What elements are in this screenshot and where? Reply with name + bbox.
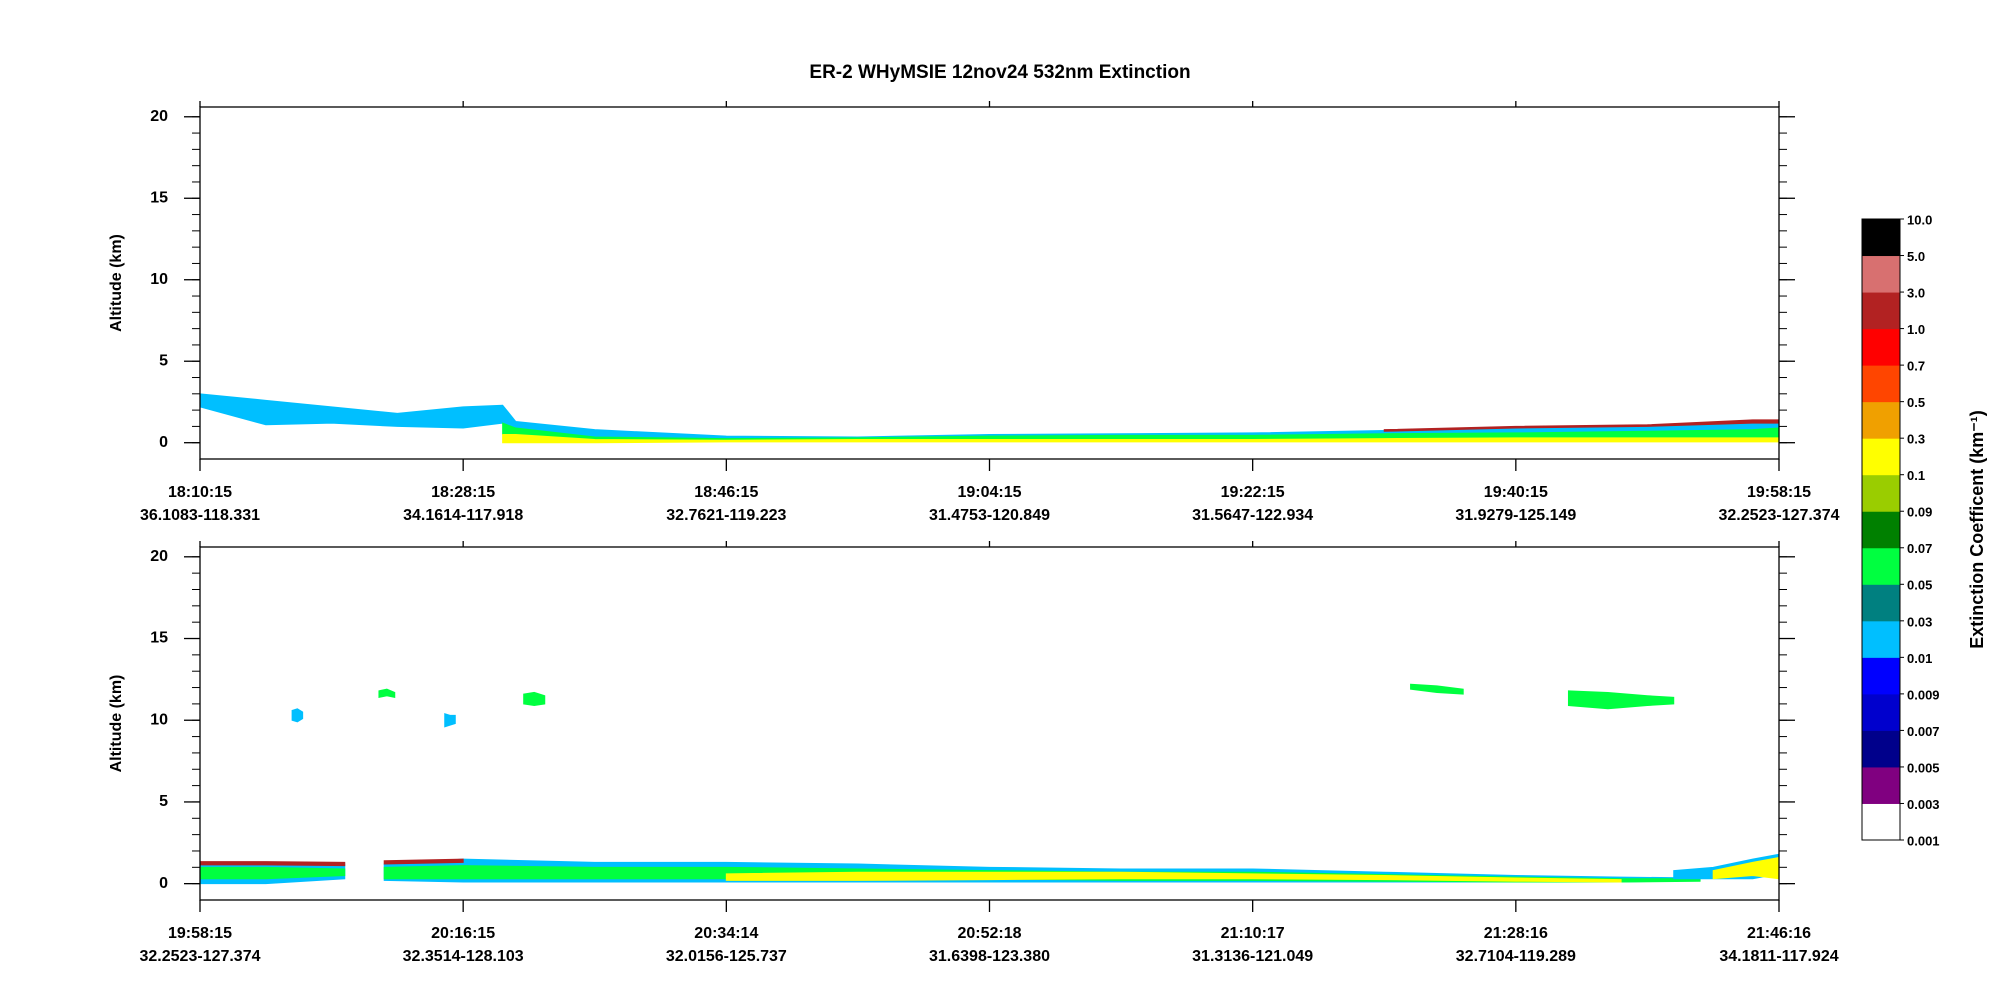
- colorbar-label: Extinction Coefficent (km⁻¹): [1967, 410, 1987, 649]
- x-tick-label: 19:58:15: [1747, 484, 1811, 501]
- colorbar-swatch: [1861, 766, 1901, 804]
- colorbar-swatch: [1861, 364, 1901, 403]
- y-tick-label: 5: [159, 352, 168, 369]
- x-tick-location: 32.2523-127.374: [140, 948, 261, 965]
- x-tick-location: 32.7621-119.223: [666, 507, 786, 524]
- colorbar-frame: [1861, 218, 1901, 841]
- x-tick-location: 34.1811-117.924: [1719, 948, 1838, 965]
- colorbar-tick-label: 0.1: [1907, 468, 1925, 483]
- colorbar-swatch: [1861, 620, 1901, 658]
- colorbar-swatch: [1861, 802, 1901, 841]
- colorbar-swatch: [1861, 437, 1901, 476]
- x-tick-location: 32.2523-127.374: [1719, 507, 1840, 524]
- extinction-layer: [523, 691, 546, 707]
- x-tick-location: 32.3514-128.103: [403, 948, 524, 965]
- chart-title: ER-2 WHyMSIE 12nov24 532nm Extinction: [809, 62, 1190, 83]
- plot-frame: [199, 546, 1780, 901]
- x-tick-label: 18:28:15: [431, 484, 495, 501]
- colorbar-swatch: [1861, 291, 1901, 330]
- extinction-layer: [725, 871, 1622, 883]
- colorbar-swatch: [1861, 510, 1901, 549]
- colorbar-swatch: [1861, 474, 1901, 512]
- extinction-layer: [199, 393, 1780, 440]
- colorbar-tick-label: 0.009: [1907, 687, 1940, 702]
- x-tick-label: 18:10:15: [168, 484, 232, 501]
- x-tick-location: 32.7104-119.289: [1456, 948, 1576, 965]
- x-tick-label: 21:28:16: [1484, 925, 1548, 942]
- x-tick-location: 31.4753-120.849: [929, 507, 1050, 524]
- colorbar-tick-label: 0.05: [1907, 578, 1932, 593]
- y-tick-label: 20: [150, 108, 168, 125]
- y-tick-label: 10: [150, 271, 168, 288]
- y-tick-label: 5: [159, 793, 168, 810]
- colorbar-tick-label: 0.001: [1907, 833, 1940, 848]
- colorbar-tick-label: 0.003: [1907, 797, 1940, 812]
- colorbar-swatch: [1861, 328, 1901, 366]
- colorbar-swatch: [1861, 583, 1901, 622]
- colorbar-tick-label: 0.03: [1907, 614, 1932, 629]
- x-tick-location: 34.1614-117.918: [403, 507, 523, 524]
- x-tick-label: 21:46:16: [1747, 925, 1811, 942]
- x-tick-location: 31.6398-123.380: [929, 948, 1050, 965]
- colorbar-swatch: [1861, 693, 1901, 731]
- colorbar-tick-label: 0.5: [1907, 395, 1925, 410]
- x-tick-label: 19:58:15: [168, 925, 232, 942]
- x-tick-label: 20:34:14: [694, 925, 758, 942]
- x-tick-location: 32.0156-125.737: [666, 948, 787, 965]
- extinction-layer: [444, 713, 456, 728]
- colorbar-tick-label: 3.0: [1907, 285, 1925, 300]
- colorbar-tick-label: 0.09: [1907, 505, 1932, 520]
- x-tick-label: 18:46:15: [694, 484, 758, 501]
- x-tick-label: 20:16:15: [431, 925, 495, 942]
- x-tick-location: 36.1083-118.331: [140, 507, 260, 524]
- y-tick-label: 10: [150, 711, 168, 728]
- x-tick-label: 19:40:15: [1484, 484, 1548, 501]
- colorbar-swatch: [1861, 547, 1901, 585]
- extinction-layer: [378, 688, 396, 698]
- y-axis-label: Altitude (km): [108, 234, 125, 332]
- y-tick-label: 0: [159, 875, 168, 892]
- colorbar-swatch: [1861, 255, 1901, 293]
- y-tick-label: 15: [150, 630, 168, 647]
- extinction-layer: [291, 708, 304, 723]
- x-tick-location: 31.3136-121.049: [1192, 948, 1313, 965]
- x-tick-location: 31.9279-125.149: [1455, 507, 1576, 524]
- y-tick-label: 0: [159, 434, 168, 451]
- colorbar-tick-label: 0.005: [1907, 760, 1940, 775]
- colorbar-tick-label: 0.01: [1907, 651, 1932, 666]
- colorbar-tick-label: 5.0: [1907, 249, 1925, 264]
- colorbar-tick-label: 10.0: [1907, 212, 1932, 227]
- y-tick-label: 15: [150, 189, 168, 206]
- x-tick-label: 21:10:17: [1221, 925, 1285, 942]
- colorbar-tick-label: 0.07: [1907, 541, 1932, 556]
- colorbar-swatch: [1861, 729, 1901, 768]
- extinction-layer: [1410, 683, 1464, 695]
- x-tick-label: 19:22:15: [1221, 484, 1285, 501]
- colorbar-swatch: [1861, 401, 1901, 439]
- colorbar-tick-label: 0.007: [1907, 724, 1940, 739]
- y-axis-label: Altitude (km): [108, 675, 125, 773]
- colorbar-swatch: [1861, 656, 1901, 695]
- x-tick-location: 31.5647-122.934: [1192, 507, 1313, 524]
- x-tick-label: 20:52:18: [957, 925, 1021, 942]
- extinction-layer: [1567, 690, 1675, 710]
- colorbar-tick-label: 1.0: [1907, 322, 1925, 337]
- y-tick-label: 20: [150, 548, 168, 565]
- colorbar-tick-label: 0.7: [1907, 359, 1925, 374]
- colorbar-swatch: [1861, 218, 1901, 257]
- colorbar-tick-label: 0.3: [1907, 432, 1925, 447]
- plot-frame: [199, 106, 1780, 460]
- x-tick-label: 19:04:15: [957, 484, 1021, 501]
